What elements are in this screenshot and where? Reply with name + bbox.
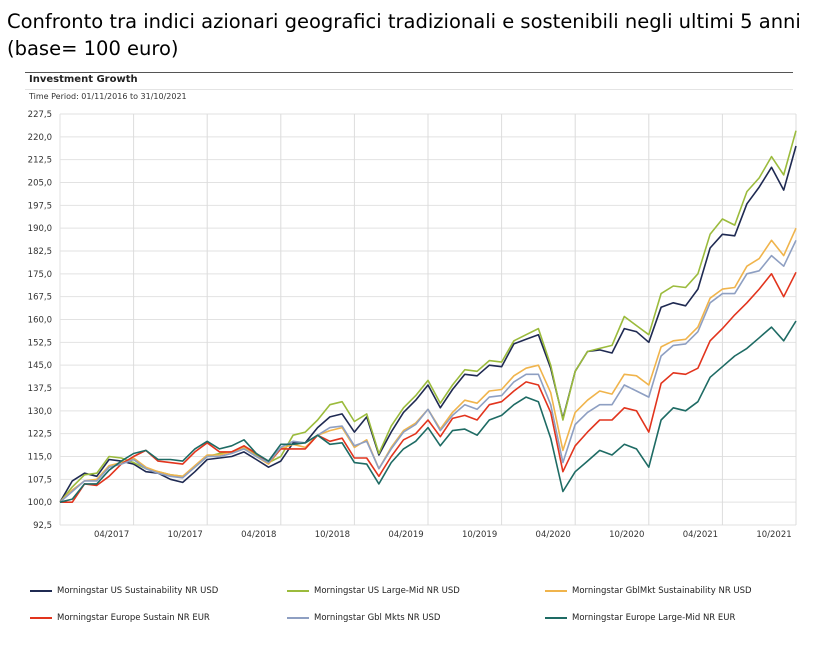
legend-label: Morningstar Europe Large-Mid NR EUR — [572, 613, 736, 623]
x-tick-label: 04/2020 — [536, 530, 571, 540]
legend-swatch — [30, 617, 52, 619]
legend-item: Morningstar Europe Large-Mid NR EUR — [545, 613, 735, 623]
series-line-4 — [60, 271, 797, 504]
x-tick-label: 10/2019 — [462, 530, 497, 540]
y-tick-label: 220,0 — [28, 133, 52, 143]
y-tick-label: 175,0 — [28, 270, 52, 280]
legend-swatch — [545, 617, 567, 619]
legend-label: Morningstar US Large-Mid NR USD — [314, 586, 460, 596]
x-tick-label: 10/2017 — [168, 530, 203, 540]
y-tick-label: 212,5 — [28, 156, 52, 166]
investment-growth-chart: 92,5 100,0 107,5 115,0 122,5 130,0 137,5 145,0 1… — [28, 110, 797, 540]
legend-label: Morningstar Gbl Mkts NR USD — [314, 613, 441, 623]
legend-item: Morningstar Europe Sustain NR EUR — [30, 613, 210, 623]
chart-top-rule — [25, 72, 793, 73]
y-tick-label: 190,0 — [28, 224, 52, 234]
y-tick-label: 205,0 — [28, 179, 52, 189]
y-tick-label: 130,0 — [28, 407, 52, 417]
x-tick-label: 04/2021 — [683, 530, 718, 540]
y-tick-label: 160,0 — [28, 316, 52, 326]
y-tick-label: 122,5 — [28, 430, 52, 440]
legend-swatch — [287, 617, 309, 619]
chart-title-divider — [25, 89, 793, 90]
series-line-5 — [59, 239, 797, 503]
legend-label: Morningstar Europe Sustain NR EUR — [57, 613, 210, 623]
y-tick-label: 227,5 — [28, 110, 52, 120]
x-tick-label: 04/2019 — [388, 530, 423, 540]
x-tick-label: 04/2018 — [241, 530, 276, 540]
series-line-1 — [59, 145, 797, 503]
y-tick-label: 197,5 — [28, 201, 52, 211]
y-tick-label: 182,5 — [28, 247, 52, 257]
y-tick-label: 145,0 — [28, 361, 52, 371]
x-tick-label: 10/2020 — [609, 530, 644, 540]
legend-item: Morningstar US Sustainability NR USD — [30, 586, 218, 596]
x-tick-label: 04/2017 — [94, 530, 129, 540]
legend-label: Morningstar US Sustainability NR USD — [57, 586, 219, 596]
chart-title: Investment Growth — [29, 74, 138, 85]
y-tick-label: 167,5 — [28, 293, 52, 303]
y-tick-label: 100,0 — [28, 498, 52, 508]
series-line-6 — [59, 320, 797, 503]
x-tick-label: 10/2021 — [756, 530, 791, 540]
legend-item: Morningstar GblMkt Sustainability NR USD — [545, 586, 752, 596]
x-tick-label: 10/2018 — [315, 530, 350, 540]
legend-swatch — [287, 590, 309, 592]
y-tick-label: 137,5 — [28, 384, 52, 394]
legend-swatch — [30, 590, 52, 592]
legend-item: Morningstar Gbl Mkts NR USD — [287, 613, 440, 623]
legend-swatch — [545, 590, 567, 592]
y-tick-label: 107,5 — [28, 475, 52, 485]
y-tick-label: 115,0 — [28, 453, 52, 463]
legend-item: Morningstar US Large-Mid NR USD — [287, 586, 460, 596]
y-tick-label: 152,5 — [28, 338, 52, 348]
page-heading: Confronto tra indici azionari geografici… — [7, 10, 801, 60]
legend-label: Morningstar GblMkt Sustainability NR USD — [572, 586, 752, 596]
y-tick-label: 92,5 — [33, 521, 52, 531]
time-period: Time Period: 01/11/2016 to 31/10/2021 — [29, 92, 187, 101]
